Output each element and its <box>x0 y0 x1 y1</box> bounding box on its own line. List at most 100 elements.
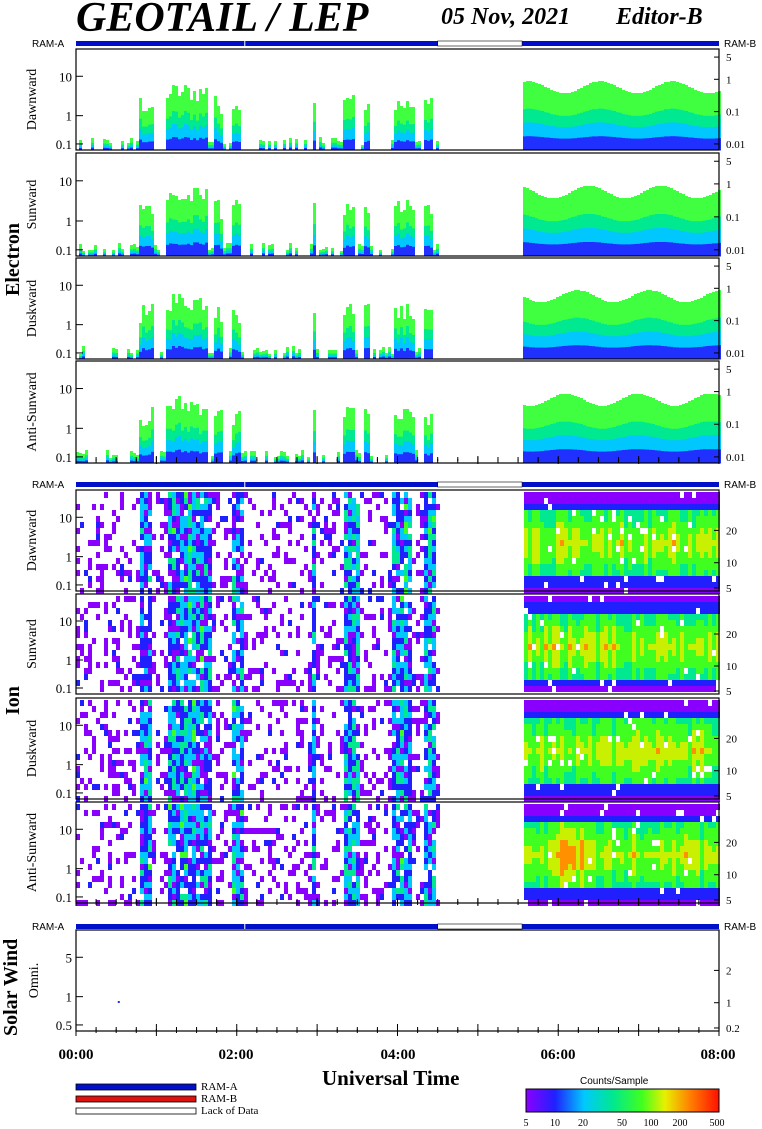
spectrogram-cell <box>336 656 340 662</box>
spectrogram-cell <box>544 125 547 138</box>
spectrogram-cell <box>364 420 367 431</box>
spectrogram-cell <box>240 668 244 674</box>
spectrogram-cell <box>553 138 556 150</box>
spectrogram-cell <box>541 232 544 245</box>
spectrogram-cell <box>628 510 632 516</box>
spectrogram-cell <box>703 116 706 128</box>
spectrogram-cell <box>583 305 586 319</box>
spectrogram-cell <box>380 576 384 582</box>
spectrogram-cell <box>526 188 529 202</box>
spectrogram-cell <box>328 534 332 540</box>
spectrogram-cell <box>156 498 160 504</box>
spectrogram-cell <box>232 225 235 236</box>
spectrogram-cell <box>538 232 541 245</box>
spectrogram-cell <box>172 608 176 614</box>
spectrogram-cell <box>528 546 532 552</box>
spectrogram-cell <box>232 455 235 463</box>
spectrogram-cell <box>181 452 184 463</box>
spectrogram-cell <box>604 347 607 359</box>
spectrogram-cell <box>628 322 631 335</box>
spectrogram-cell <box>668 498 672 504</box>
spectrogram-cell <box>528 522 532 528</box>
spectrogram-cell <box>148 429 151 438</box>
spectrogram-cell <box>175 232 178 245</box>
spectrogram-cell <box>524 522 528 528</box>
spectrogram-cell <box>704 498 708 504</box>
spectrogram-cell <box>169 330 172 340</box>
spectrogram-cell <box>612 528 616 534</box>
spectrogram-cell <box>181 138 184 150</box>
spectrogram-cell <box>328 632 332 638</box>
spectrogram-cell <box>187 318 190 329</box>
spectrogram-cell <box>409 412 412 423</box>
spectrogram-cell <box>80 644 84 650</box>
spectrogram-cell <box>643 243 646 257</box>
spectrogram-cell <box>640 139 643 151</box>
spectrogram-cell <box>656 552 660 558</box>
spectrogram-cell <box>715 192 718 205</box>
spectrogram-cell <box>217 124 220 133</box>
spectrogram-cell <box>636 546 640 552</box>
spectrogram-cell <box>151 231 154 240</box>
spectrogram-cell <box>148 246 151 257</box>
spectrogram-cell <box>392 492 396 498</box>
spectrogram-cell <box>396 522 400 528</box>
spectrogram-cell <box>628 221 631 233</box>
spectrogram-cell <box>640 540 644 546</box>
spectrogram-cell <box>400 510 404 516</box>
spectrogram-cell <box>523 428 526 440</box>
spectrogram-cell <box>175 437 178 450</box>
spectrogram-cell <box>664 528 668 534</box>
spectrogram-cell <box>236 650 240 656</box>
spectrogram-cell <box>208 534 212 540</box>
spectrogram-cell <box>424 206 427 217</box>
spectrogram-cell <box>636 540 640 546</box>
spectrogram-cell <box>151 429 154 441</box>
spectrogram-cell <box>560 582 564 588</box>
spectrogram-cell <box>344 492 348 498</box>
spectrogram-cell <box>212 492 216 498</box>
spectrogram-cell <box>168 650 172 656</box>
spectrogram-cell <box>312 686 316 692</box>
spectrogram-cell <box>694 450 697 464</box>
spectrogram-cell <box>696 564 700 570</box>
spectrogram-cell <box>432 564 436 570</box>
spectrogram-cell <box>576 534 580 540</box>
spectrogram-cell <box>544 570 548 576</box>
spectrogram-cell <box>703 104 706 116</box>
spectrogram-cell <box>700 198 703 210</box>
spectrogram-cell <box>667 309 670 322</box>
spectrogram-cell <box>192 662 196 668</box>
spectrogram-cell <box>404 516 408 522</box>
spectrogram-cell <box>577 113 580 126</box>
spectrogram-cell <box>644 564 648 570</box>
spectrogram-cell <box>196 242 199 256</box>
spectrogram-cell <box>172 576 176 582</box>
spectrogram-cell <box>313 313 316 323</box>
spectrogram-cell <box>100 570 104 576</box>
spectrogram-cell <box>668 504 672 510</box>
spectrogram-cell <box>580 100 583 113</box>
spectrogram-cell <box>709 394 712 408</box>
spectrogram-cell <box>692 528 696 534</box>
spectrogram-cell <box>238 110 241 119</box>
spectrogram-cell <box>556 127 559 139</box>
spectrogram-cell <box>400 558 404 564</box>
spectrogram-cell <box>547 438 550 451</box>
spectrogram-cell <box>427 132 430 142</box>
spectrogram-cell <box>608 576 612 582</box>
spectrogram-cell <box>673 347 676 359</box>
spectrogram-cell <box>124 614 128 620</box>
spectrogram-cell <box>608 516 612 522</box>
spectrogram-cell <box>404 576 408 582</box>
spectrogram-cell <box>205 216 208 230</box>
spectrogram-cell <box>704 576 708 582</box>
spectrogram-cell <box>646 436 649 450</box>
spectrogram-cell <box>628 244 631 256</box>
spectrogram-cell <box>646 409 649 423</box>
spectrogram-cell <box>199 89 202 102</box>
spectrogram-cell <box>205 348 208 359</box>
spectrogram-cell <box>296 650 300 656</box>
spectrogram-cell <box>320 528 324 534</box>
spectrogram-cell <box>550 300 553 312</box>
